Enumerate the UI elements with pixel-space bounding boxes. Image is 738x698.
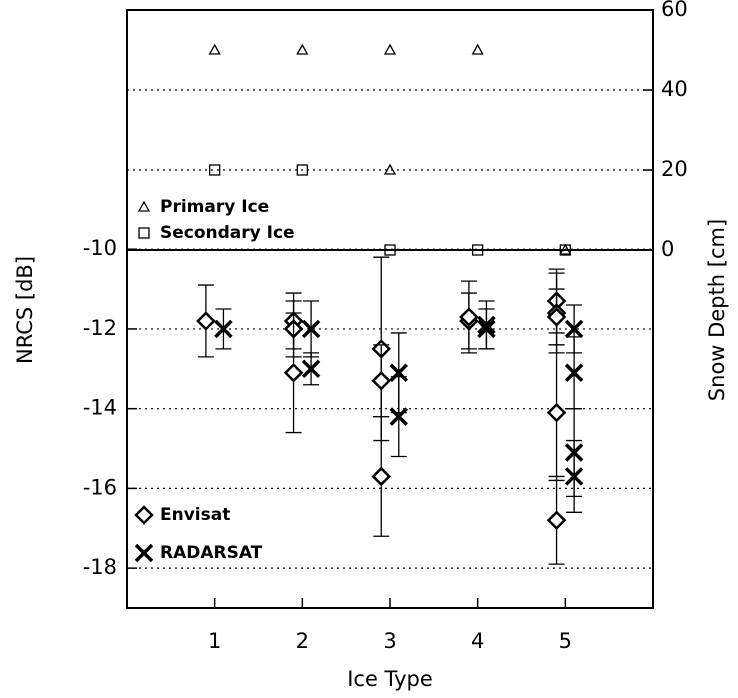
diamond-marker bbox=[134, 505, 154, 525]
diamond-marker bbox=[283, 363, 304, 383]
x-marker bbox=[564, 319, 584, 339]
diamond-marker bbox=[196, 311, 216, 331]
y2-tick-label: 40 bbox=[661, 77, 688, 101]
legend-label: Secondary Ice bbox=[160, 223, 295, 243]
x-marker bbox=[564, 363, 584, 383]
square-marker bbox=[209, 164, 221, 176]
diamond-marker bbox=[459, 307, 479, 327]
x-marker bbox=[214, 319, 233, 339]
diamond-marker bbox=[371, 466, 392, 487]
y-tick-label: -14 bbox=[83, 396, 117, 420]
y2-tick-label: 60 bbox=[661, 0, 688, 21]
y2-tick-label: 0 bbox=[661, 237, 674, 261]
diamond-marker bbox=[546, 510, 567, 531]
x-tick-label: 4 bbox=[471, 629, 484, 653]
legend-label: RADARSAT bbox=[160, 543, 263, 563]
square-marker bbox=[384, 244, 396, 256]
y-tick-label: -16 bbox=[83, 475, 117, 499]
x-marker bbox=[477, 319, 496, 339]
x-axis-label: Ice Type bbox=[347, 667, 433, 691]
plot-frame bbox=[126, 9, 654, 609]
diamond-marker bbox=[546, 402, 567, 423]
diamond-marker bbox=[546, 307, 567, 327]
triangle-marker bbox=[137, 200, 151, 212]
x-tick-label: 5 bbox=[559, 629, 572, 653]
x-marker bbox=[389, 363, 409, 383]
x-tick-label: 3 bbox=[383, 629, 396, 653]
x-marker bbox=[564, 467, 584, 486]
y2-axis-label: Snow Depth [cm] bbox=[705, 219, 729, 401]
diamond-marker bbox=[371, 370, 392, 391]
x-marker bbox=[301, 319, 321, 339]
x-marker bbox=[301, 359, 321, 379]
triangle-marker bbox=[559, 243, 572, 255]
y-tick-label: -10 bbox=[83, 236, 117, 260]
x-tick-label: 2 bbox=[296, 629, 309, 653]
y2-tick-label: 20 bbox=[661, 157, 688, 181]
triangle-marker bbox=[383, 163, 397, 175]
triangle-marker bbox=[471, 43, 484, 55]
x-marker bbox=[134, 543, 154, 563]
triangle-marker bbox=[208, 43, 221, 55]
square-marker bbox=[559, 244, 571, 256]
y-tick-label: -18 bbox=[83, 555, 117, 579]
y-axis-label: NRCS [dB] bbox=[13, 256, 37, 364]
legend-label: Primary Ice bbox=[160, 197, 269, 217]
triangle-marker bbox=[383, 43, 397, 55]
x-marker bbox=[389, 407, 409, 426]
y-tick-label: -12 bbox=[83, 316, 117, 340]
triangle-marker bbox=[296, 43, 309, 55]
x-tick-label: 1 bbox=[208, 629, 221, 653]
square-marker bbox=[472, 244, 484, 256]
legend-label: Envisat bbox=[160, 505, 230, 525]
square-marker bbox=[296, 164, 308, 176]
square-marker bbox=[138, 227, 150, 239]
